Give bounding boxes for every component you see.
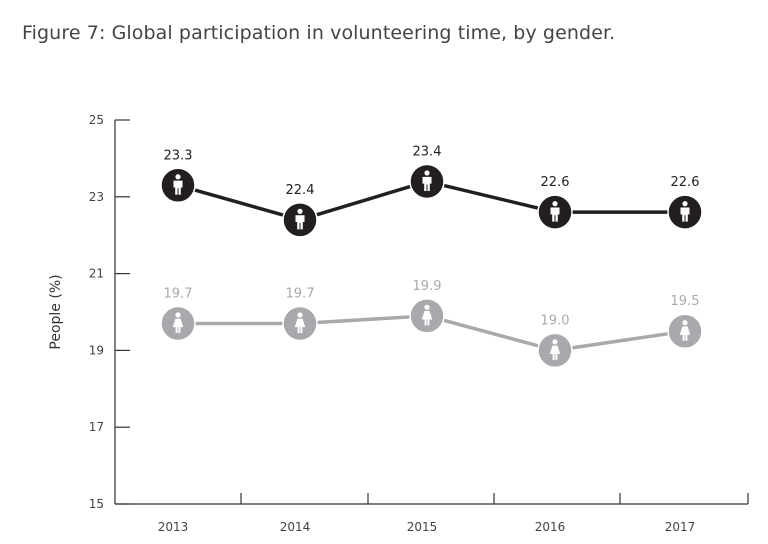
- data-label: 22.4: [286, 183, 315, 198]
- data-label: 22.6: [671, 175, 700, 190]
- y-axis-label: People (%): [48, 274, 64, 349]
- data-point-marker: [537, 332, 573, 369]
- female-person-icon: [294, 312, 306, 334]
- x-tick-label: 2015: [407, 520, 438, 534]
- data-label: 23.3: [164, 148, 193, 163]
- data-point-marker: [160, 305, 196, 342]
- data-label: 19.7: [286, 287, 315, 302]
- male-person-icon: [422, 170, 432, 191]
- male-person-icon: [173, 174, 183, 195]
- data-label: 19.0: [541, 313, 570, 328]
- female-person-icon: [172, 312, 184, 334]
- y-tick-label: 25: [89, 113, 104, 127]
- y-tick-label: 17: [89, 420, 104, 434]
- data-label: 19.7: [164, 287, 193, 302]
- data-label: 22.6: [541, 175, 570, 190]
- data-point-marker: [282, 202, 318, 238]
- y-tick-label: 21: [89, 267, 104, 281]
- chart-title: Figure 7: Global participation in volunt…: [22, 22, 616, 44]
- data-label: 19.9: [413, 279, 442, 294]
- data-label: 23.4: [413, 144, 442, 159]
- data-label: 19.5: [671, 294, 700, 309]
- y-tick-label: 15: [89, 497, 104, 511]
- male-person-icon: [680, 201, 690, 222]
- female-person-icon: [679, 320, 691, 341]
- female-person-icon: [549, 339, 561, 360]
- x-tick-label: 2013: [158, 520, 189, 534]
- x-tick-label: 2014: [280, 520, 311, 534]
- data-point-marker: [160, 167, 196, 204]
- series-1: 23.3 22.4 23.4 22.6 22.6: [160, 144, 703, 238]
- x-tick-label: 2016: [535, 520, 566, 534]
- data-point-marker: [282, 305, 318, 342]
- male-person-icon: [550, 201, 560, 222]
- series-2: 19.7 19.7 19.9 19.0 19.5: [160, 279, 703, 369]
- female-person-icon: [421, 304, 433, 326]
- data-point-marker: [409, 163, 445, 200]
- y-tick-label: 19: [89, 343, 104, 357]
- male-person-icon: [295, 208, 305, 230]
- data-point-marker: [537, 194, 573, 230]
- data-point-marker: [667, 194, 703, 230]
- x-tick-label: 2017: [665, 520, 696, 534]
- data-point-marker: [409, 298, 445, 334]
- y-tick-label: 23: [89, 190, 104, 204]
- data-point-marker: [667, 313, 703, 349]
